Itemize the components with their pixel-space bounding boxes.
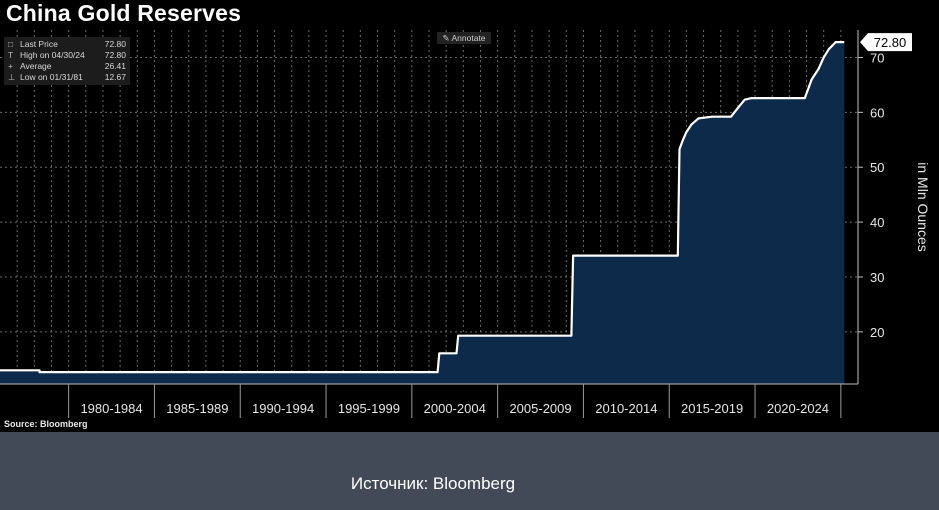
legend-mark-icon: ⊥ [8,72,16,82]
legend-label: Average [20,61,52,71]
x-tick-label: 2000-2004 [424,401,486,416]
y-tick-label: 60 [870,105,884,120]
legend-value: 72.80 [104,50,126,60]
y-tick-label: 40 [870,215,884,230]
chart-title: China Gold Reserves [6,0,242,26]
series-area [0,42,845,384]
pencil-icon: ✎ [442,33,450,43]
legend-label: High on 04/30/24 [20,50,85,60]
legend-row-average: + Average 26.41 [8,61,126,72]
annotate-label: Annotate [451,33,486,43]
y-tick-label: 50 [870,160,884,175]
legend-value: 72.80 [104,39,126,49]
legend-value: 26.41 [104,61,126,71]
y-tick-label: 30 [870,270,884,285]
legend-mark-icon: T [8,50,14,60]
x-tick-label: 1995-1999 [338,401,400,416]
legend-mark-icon: □ [8,39,14,49]
x-tick-label: 2020-2024 [767,401,829,416]
legend-value: 12.67 [104,72,126,82]
series-line [0,41,845,374]
source-label: Source: Bloomberg [4,419,88,429]
legend: □ Last Price 72.80 T High on 04/30/24 72… [4,37,130,85]
caption: Источник: Bloomberg [350,474,516,493]
x-tick-label: 2010-2014 [595,401,657,416]
x-tick-label: 2015-2019 [681,401,743,416]
y-tick-label: 20 [870,325,884,340]
x-tick-label: 1985-1989 [166,401,228,416]
y-axis-title: in Mln Ounces [915,162,931,251]
x-tick-label: 1990-1994 [252,401,314,416]
last-price-tag [860,33,912,52]
last-price-label: 72.80 [874,35,907,50]
legend-row-high: T High on 04/30/24 72.80 [8,50,126,61]
plot-area: 20 30 40 50 60 70 in Mln Ounces 1980-1984 1985-1… [0,30,931,418]
chart-panel: 20 30 40 50 60 70 in Mln Ounces 1980-1984 1985-1… [0,0,939,432]
legend-label: Last Price [20,39,58,49]
legend-mark-icon: + [8,61,13,71]
legend-row-last-price: □ Last Price 72.80 [8,39,126,50]
legend-row-low: ⊥ Low on 01/31/81 12.67 [8,72,126,83]
legend-label: Low on 01/31/81 [20,72,83,82]
x-tick-label: 2005-2009 [509,401,571,416]
x-tick-label: 1980-1984 [80,401,142,416]
y-tick-label: 70 [870,50,884,65]
annotate-button[interactable]: ✎ Annotate [437,32,491,44]
